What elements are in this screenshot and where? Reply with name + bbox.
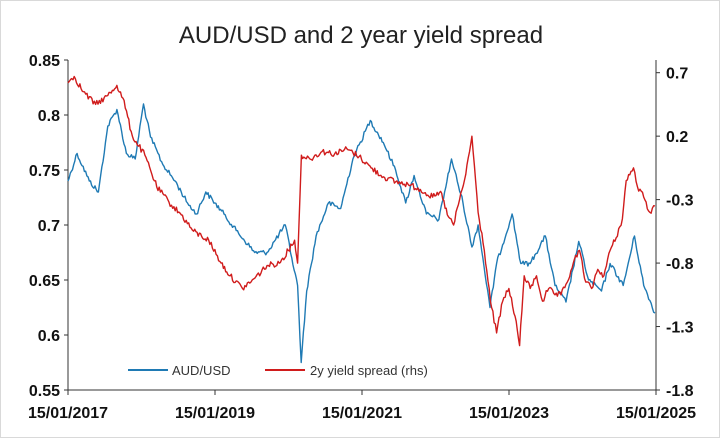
right-tick-label: -0.8 (666, 256, 694, 273)
left-tick-label: 0.65 (29, 273, 60, 290)
left-tick-label: 0.55 (29, 383, 60, 400)
series-line-audusd (67, 103, 656, 364)
legend-label-audusd: AUD/USD (172, 363, 231, 378)
left-tick-label: 0.85 (29, 53, 60, 70)
axes (67, 60, 657, 391)
right-axis-ticks: 0.7 0.2 -0.3 -0.8 -1.3 -1.8 (656, 66, 694, 400)
left-tick-label: 0.8 (38, 108, 60, 125)
x-tick-label: 15/01/2017 (28, 405, 108, 422)
legend: AUD/USD 2y yield spread (rhs) (128, 363, 428, 378)
left-tick-label: 0.75 (29, 163, 60, 180)
chart-title: AUD/USD and 2 year yield spread (179, 22, 543, 49)
left-tick-label: 0.6 (38, 328, 60, 345)
series-group (67, 75, 656, 364)
right-tick-label: -1.3 (666, 320, 694, 337)
x-tick-label: 15/01/2021 (322, 405, 402, 422)
series-line-yield-spread (67, 75, 656, 347)
left-axis-ticks: 0.85 0.8 0.75 0.7 0.65 0.6 0.55 (29, 53, 68, 400)
legend-label-yield-spread: 2y yield spread (rhs) (310, 363, 428, 378)
left-tick-label: 0.7 (38, 218, 60, 235)
x-tick-label: 15/01/2023 (469, 405, 549, 422)
x-tick-label: 15/01/2019 (175, 405, 255, 422)
right-tick-label: -1.8 (666, 383, 694, 400)
right-tick-label: -0.3 (666, 193, 694, 210)
x-axis-ticks: 15/01/2017 15/01/2019 15/01/2021 15/01/2023… (28, 390, 696, 422)
x-tick-label: 15/01/2025 (616, 405, 696, 422)
right-tick-label: 0.2 (666, 129, 688, 146)
right-tick-label: 0.7 (666, 66, 688, 83)
